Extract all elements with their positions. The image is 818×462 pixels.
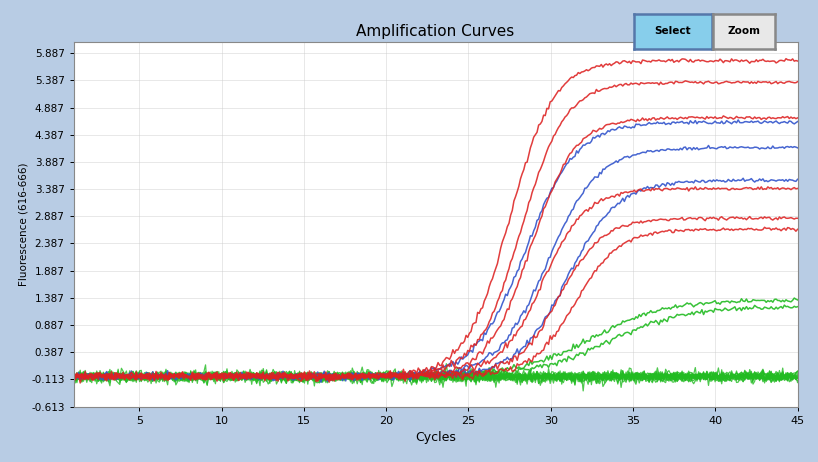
Y-axis label: Fluorescence (616-666): Fluorescence (616-666) bbox=[18, 162, 29, 286]
Text: Select: Select bbox=[654, 26, 691, 36]
Text: Zoom: Zoom bbox=[727, 26, 761, 36]
Title: Amplification Curves: Amplification Curves bbox=[357, 24, 515, 39]
X-axis label: Cycles: Cycles bbox=[416, 431, 456, 444]
